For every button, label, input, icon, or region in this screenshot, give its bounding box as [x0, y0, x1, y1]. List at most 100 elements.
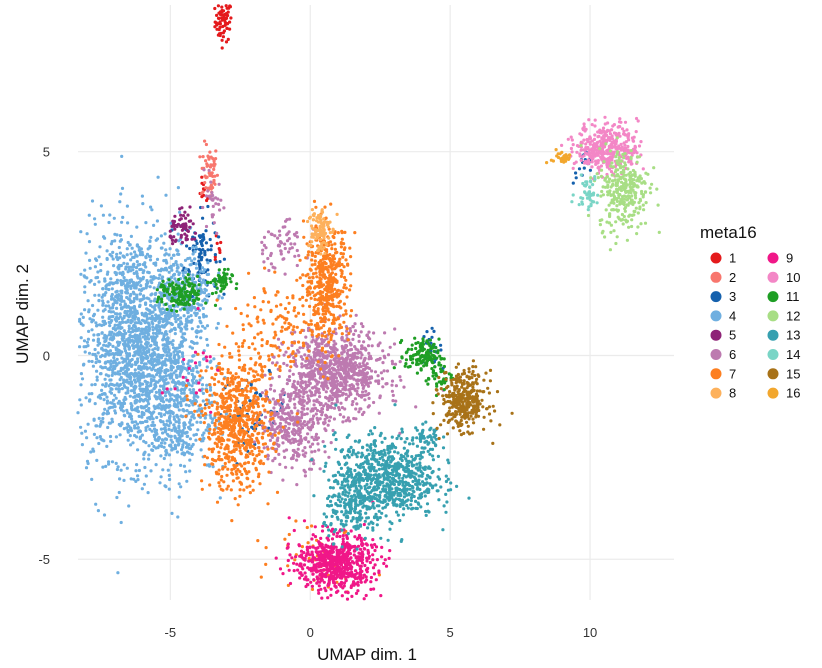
data-point: [323, 330, 327, 334]
data-point: [156, 362, 160, 366]
data-point: [90, 477, 94, 481]
data-point: [115, 281, 119, 285]
data-point: [367, 357, 371, 361]
data-point: [111, 352, 115, 356]
data-point: [144, 301, 148, 305]
data-point: [393, 327, 397, 331]
data-point: [204, 194, 208, 198]
data-point: [176, 350, 180, 354]
data-point: [368, 376, 372, 380]
data-point: [112, 356, 116, 360]
data-point: [184, 216, 188, 220]
data-point: [176, 388, 180, 392]
data-point: [299, 437, 303, 441]
data-point: [300, 362, 304, 366]
data-point: [154, 446, 158, 450]
data-point: [147, 457, 151, 461]
data-point: [320, 263, 324, 267]
data-point: [246, 477, 250, 481]
data-point: [177, 323, 181, 327]
data-point: [316, 436, 320, 440]
data-point: [307, 378, 312, 382]
data-point: [206, 343, 210, 347]
data-point: [102, 398, 106, 402]
data-point: [321, 305, 326, 309]
data-point: [266, 447, 270, 451]
data-point: [285, 382, 289, 386]
data-point: [118, 233, 122, 238]
data-point: [312, 462, 316, 466]
data-point: [141, 287, 146, 291]
data-point: [147, 324, 151, 328]
data-point: [180, 391, 184, 395]
data-point: [175, 381, 179, 385]
data-point: [155, 358, 159, 362]
data-point: [346, 355, 350, 359]
data-point: [120, 356, 124, 360]
data-point: [292, 232, 297, 236]
data-point: [213, 432, 217, 436]
data-point: [176, 443, 180, 447]
data-point: [135, 225, 139, 229]
data-point: [295, 278, 299, 282]
data-point: [344, 258, 348, 262]
data-point: [93, 347, 97, 352]
data-point: [349, 343, 353, 347]
data-point: [207, 447, 211, 451]
data-point: [301, 273, 305, 277]
data-point: [86, 461, 90, 466]
data-point: [318, 395, 322, 399]
data-point: [172, 355, 176, 359]
data-point: [197, 255, 201, 259]
data-point: [349, 314, 353, 318]
data-point: [272, 406, 276, 410]
data-point: [292, 397, 296, 401]
data-point: [154, 343, 159, 347]
data-point: [221, 367, 225, 371]
data-point: [251, 479, 255, 483]
data-point: [145, 367, 149, 371]
data-point: [281, 387, 285, 392]
data-point: [326, 423, 330, 427]
data-point: [108, 434, 113, 439]
data-point: [208, 393, 212, 397]
data-point: [348, 327, 352, 331]
data-point: [159, 310, 163, 314]
data-point: [142, 439, 146, 443]
data-point: [359, 322, 364, 326]
data-point: [367, 396, 371, 400]
data-point: [152, 357, 157, 361]
data-point: [262, 446, 266, 450]
data-point: [313, 449, 317, 453]
data-point: [130, 284, 134, 288]
data-point: [154, 438, 158, 442]
data-point: [277, 452, 281, 456]
data-point: [134, 362, 138, 367]
data-point: [126, 430, 130, 434]
data-point: [144, 342, 148, 346]
data-point: [244, 441, 248, 445]
data-point: [314, 205, 318, 209]
data-point: [82, 345, 86, 349]
data-point: [99, 422, 103, 426]
data-point: [171, 380, 175, 384]
data-point: [309, 361, 313, 365]
data-point: [163, 426, 167, 430]
data-point: [307, 426, 311, 430]
data-point: [216, 16, 221, 20]
data-point: [313, 262, 317, 266]
data-point: [190, 452, 194, 456]
data-point: [345, 295, 349, 299]
data-point: [116, 401, 120, 405]
data-point: [307, 250, 311, 254]
data-point: [172, 415, 176, 419]
data-point: [332, 406, 337, 410]
data-point: [109, 391, 114, 395]
data-point: [311, 421, 315, 425]
data-point: [159, 454, 163, 458]
data-point: [167, 399, 171, 403]
data-point: [109, 439, 113, 443]
data-point: [142, 453, 146, 457]
data-point: [296, 447, 300, 451]
data-point: [108, 213, 112, 217]
